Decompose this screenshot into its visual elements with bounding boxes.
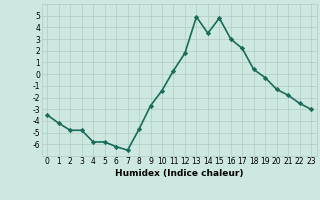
- X-axis label: Humidex (Indice chaleur): Humidex (Indice chaleur): [115, 169, 244, 178]
